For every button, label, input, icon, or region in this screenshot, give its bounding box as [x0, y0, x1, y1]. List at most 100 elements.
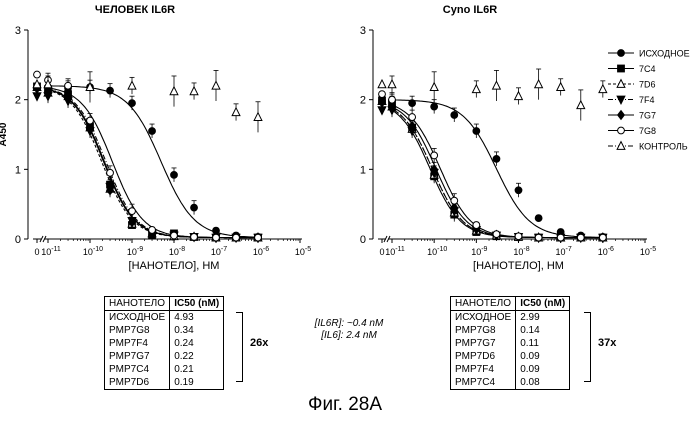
x-tick-label: 10-7 [211, 246, 227, 257]
table-header-row: НАНОТЕЛО IC50 (nM) [451, 297, 570, 311]
zero-point [33, 93, 41, 101]
chart-human-il6r: ЧЕЛОВЕК IL6R0123A450010-1110-1010-910-81… [0, 4, 311, 272]
fit-curve [48, 86, 258, 237]
y-tick-label: 0 [360, 234, 366, 246]
x-tick-label: 10-10 [83, 246, 103, 257]
data-point [493, 81, 501, 89]
data-point [129, 100, 136, 107]
table-cell-value: 2.99 [516, 311, 570, 325]
fold-change-cyno: 37x [598, 337, 616, 349]
data-point [535, 234, 542, 241]
table-cell-value: 0.19 [170, 376, 224, 390]
data-point [535, 215, 542, 222]
data-point [409, 114, 416, 121]
data-point [535, 80, 543, 88]
x-tick-label: 10-11 [41, 246, 61, 257]
data-point [431, 152, 438, 159]
data-point [515, 187, 522, 194]
legend-label: 7C4 [639, 64, 656, 74]
table-row: ИСХОДНОЕ2.99 [451, 311, 570, 325]
ic50-table-cyno: НАНОТЕЛО IC50 (nM) ИСХОДНОЕ2.99 PMP7G80.… [450, 296, 570, 390]
data-point [191, 204, 198, 211]
fit-curve [48, 90, 258, 238]
concentration-notes: [IL6R]: ~0.4 nM [IL6]: 2.4 nM [296, 318, 402, 342]
series-7D6 [33, 83, 262, 241]
table-cell-name: PMP7G8 [105, 324, 170, 337]
x-tick-label: 0 [34, 247, 39, 257]
x-tick-label: 10-7 [556, 246, 572, 257]
table-row: PMP7F40.09 [451, 363, 570, 376]
table-cell-name: PMP7F4 [451, 363, 516, 376]
series-7G8 [379, 91, 607, 241]
data-point [233, 234, 240, 241]
data-point [212, 81, 220, 89]
table-cell-name: PMP7D6 [105, 376, 170, 390]
table-cell-name: PMP7G7 [451, 337, 516, 350]
table-cell-name: PMP7G8 [451, 324, 516, 337]
data-point [170, 87, 178, 95]
note-il6: [IL6]: 2.4 nM [296, 330, 402, 342]
x-tick-label: 10-9 [127, 246, 143, 257]
zero-point [378, 107, 386, 115]
legend-label: КОНТРОЛЬ [639, 142, 688, 152]
fit-curve [392, 100, 603, 238]
data-point [431, 103, 438, 110]
note-il6r: [IL6R]: ~0.4 nM [296, 318, 402, 330]
data-point [254, 113, 262, 121]
table-row: PMP7G70.11 [451, 337, 570, 350]
legend-label: ИСХОДНОЕ [639, 49, 690, 59]
data-point [577, 101, 585, 109]
table-cell-value: 0.11 [516, 337, 570, 350]
fit-curve [392, 109, 603, 238]
legend-marker [618, 50, 625, 57]
data-point [515, 233, 522, 240]
y-tick-label: 3 [15, 25, 21, 37]
x-axis-label: [НАНОТЕЛО], НМ [473, 260, 564, 272]
figure-caption: Фиг. 28А [308, 394, 382, 416]
data-point [65, 82, 72, 89]
x-tick-label: 10-11 [385, 246, 405, 257]
data-point [149, 227, 156, 234]
ic50-table-human: НАНОТЕЛО IC50 (nM) ИСХОДНОЕ4.93 PMP7G80.… [104, 296, 224, 390]
table-row: PMP7G80.14 [451, 324, 570, 337]
table-row: PMP7C40.08 [451, 376, 570, 390]
fold-bracket-cyno [584, 312, 591, 382]
y-axis-label: A450 [0, 122, 9, 146]
data-point [599, 85, 607, 93]
series-7F4 [33, 89, 262, 242]
chart-title: ЧЕЛОВЕК IL6R [95, 4, 175, 16]
data-point [107, 87, 114, 94]
data-point [430, 83, 438, 91]
table-header-ic50: IC50 (nM) [170, 297, 224, 311]
data-point [557, 83, 565, 91]
x-tick-label: 10-5 [640, 246, 656, 257]
legend-label: 7G7 [639, 111, 656, 121]
table-row: PMP7D60.19 [105, 376, 224, 390]
table-cell-name: PMP7C4 [451, 376, 516, 390]
table-row: PMP7D60.09 [451, 350, 570, 363]
y-tick-label: 2 [15, 95, 21, 107]
y-tick-label: 2 [360, 95, 366, 107]
fit-curve [392, 109, 603, 238]
x-tick-label: 0 [379, 247, 384, 257]
table-cell-value: 0.34 [170, 324, 224, 337]
data-point [473, 222, 480, 229]
table-cell-value: 0.08 [516, 376, 570, 390]
x-axis-label: [НАНОТЕЛО], НМ [129, 260, 220, 272]
x-tick-label: 10-5 [295, 246, 311, 257]
table-cell-name: PMP7C4 [105, 363, 170, 376]
data-point [599, 234, 606, 241]
legend-marker [618, 111, 625, 120]
table-header-ic50: IC50 (nM) [516, 297, 570, 311]
data-point [191, 234, 198, 241]
y-tick-label: 1 [360, 164, 366, 176]
table-cell-name: PMP7G7 [105, 350, 170, 363]
data-point [128, 81, 136, 89]
table-row: PMP7G70.22 [105, 350, 224, 363]
x-tick-label: 10-9 [471, 246, 487, 257]
data-point [409, 100, 416, 107]
data-point [515, 92, 523, 100]
x-tick-label: 10-6 [598, 246, 614, 257]
data-point [190, 87, 198, 95]
table-cell-value: 0.09 [516, 350, 570, 363]
